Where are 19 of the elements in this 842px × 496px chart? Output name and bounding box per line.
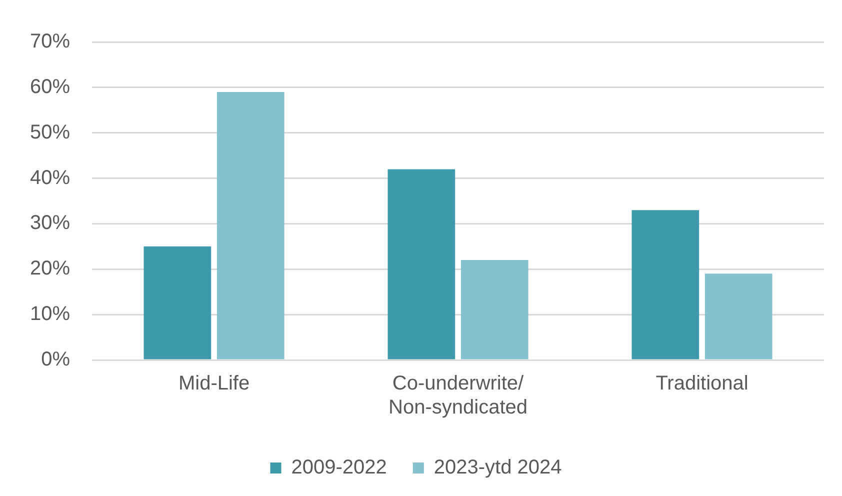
y-tick-label: 0% [41,348,70,371]
bar [632,210,700,360]
legend-label: 2009-2022 [291,456,387,479]
legend-label: 2023-ytd 2024 [434,456,562,479]
bar [460,260,528,360]
bar [388,169,456,360]
x-tick-label: Traditional [656,372,748,395]
x-tick-label: Co-underwrite/ Non-syndicated [388,372,528,419]
y-tick-label: 70% [30,30,70,53]
bar [144,246,212,360]
y-tick-label: 60% [30,76,70,98]
x-tick-label: Mid-Life [178,372,250,395]
bar [704,274,772,360]
y-tick-label: 10% [30,303,70,326]
bar [216,92,284,360]
y-tick-label: 50% [30,121,70,144]
y-tick-label: 30% [30,212,70,234]
y-tick-label: 40% [30,166,70,189]
y-tick-label: 20% [30,258,70,280]
